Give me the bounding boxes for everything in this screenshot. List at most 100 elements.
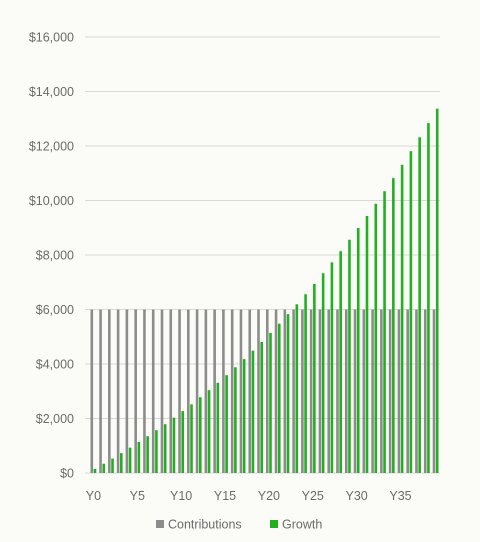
bar-contributions	[301, 309, 304, 473]
bar-growth	[225, 375, 228, 473]
bar-contributions	[380, 309, 383, 473]
bar-contributions	[151, 309, 155, 473]
legend-swatch	[270, 520, 278, 528]
bar-growth	[207, 390, 211, 473]
bar-growth	[260, 341, 264, 473]
bar-growth	[93, 468, 97, 473]
bar-contributions	[371, 309, 374, 473]
bar-contributions	[406, 309, 409, 473]
bar-contributions	[336, 309, 339, 473]
bar-growth	[427, 123, 430, 474]
bar-contributions	[169, 309, 173, 473]
bar-contributions	[397, 309, 401, 473]
y-tick-label: $0	[60, 467, 74, 481]
bar-contributions	[318, 309, 322, 473]
bar-growth	[137, 441, 141, 473]
y-tick-label: $12,000	[29, 140, 74, 154]
bar-growth	[251, 350, 255, 473]
bar-contributions	[230, 309, 234, 473]
y-tick-label: $16,000	[29, 31, 74, 45]
bar-growth	[111, 458, 114, 473]
bar-contributions	[143, 309, 146, 473]
bar-contributions	[362, 309, 366, 473]
bar-growth	[242, 359, 246, 473]
bar-growth	[400, 164, 404, 474]
bar-contributions	[204, 309, 208, 473]
y-tick-label: $14,000	[29, 85, 74, 99]
bars	[90, 108, 439, 474]
bar-growth	[120, 453, 123, 473]
legend-item: Contributions	[156, 518, 242, 532]
bar-contributions	[222, 309, 225, 473]
bar-contributions	[432, 309, 436, 473]
x-tick-label: Y35	[389, 489, 411, 503]
x-tick-label: Y0	[86, 489, 101, 503]
x-tick-label: Y15	[214, 489, 236, 503]
bar-contributions	[257, 309, 260, 473]
bar-growth	[146, 436, 149, 473]
bar-growth	[339, 251, 342, 473]
y-axis-tick-labels: $0 $2,000 $4,000 $6,000 $8,000 $10,000 $12,000…	[29, 31, 74, 481]
bar-growth	[313, 283, 316, 473]
bar-growth	[172, 417, 176, 473]
y-tick-label: $4,000	[36, 358, 74, 372]
bar-growth	[277, 323, 281, 473]
x-tick-label: Y20	[258, 489, 280, 503]
bar-growth	[198, 397, 202, 473]
bar-contributions	[265, 309, 269, 473]
bar-growth	[348, 239, 351, 473]
legend-swatch	[156, 520, 164, 528]
legend-label: Contributions	[168, 518, 242, 532]
bar-growth	[392, 178, 395, 473]
bar-growth	[181, 411, 185, 473]
bar-contributions	[327, 309, 331, 473]
bar-growth	[435, 108, 439, 473]
bar-contributions	[248, 309, 252, 473]
bar-growth	[216, 382, 220, 473]
bar-growth	[102, 463, 106, 473]
bar-growth	[234, 367, 237, 473]
bar-growth	[128, 447, 132, 473]
bar-growth	[418, 137, 421, 473]
x-tick-label: Y5	[130, 489, 145, 503]
bar-growth	[286, 314, 290, 473]
bar-growth	[356, 228, 360, 473]
bar-growth	[383, 191, 386, 474]
bar-growth	[304, 294, 307, 473]
bar-contributions	[274, 309, 278, 473]
y-tick-label: $8,000	[36, 249, 74, 263]
bar-contributions	[309, 309, 313, 473]
bar-growth	[321, 273, 325, 473]
bar-growth	[190, 404, 193, 473]
bar-contributions	[187, 309, 190, 473]
x-tick-label: Y10	[170, 489, 192, 503]
bar-growth	[155, 430, 158, 473]
y-tick-label: $10,000	[29, 194, 74, 208]
bar-contributions	[213, 309, 216, 473]
bar-contributions	[344, 309, 348, 473]
legend: Contributions Growth	[156, 518, 322, 532]
x-tick-label: Y30	[346, 489, 368, 503]
legend-label: Growth	[282, 518, 322, 532]
bar-contributions	[423, 309, 427, 473]
bar-growth	[269, 332, 272, 473]
bar-growth	[374, 203, 378, 473]
bar-contributions	[239, 309, 243, 473]
y-tick-label: $2,000	[36, 412, 74, 426]
x-axis-tick-labels: Y0 Y5 Y10 Y15 Y20 Y25 Y30 Y35	[86, 489, 412, 503]
legend-item: Growth	[270, 518, 322, 532]
bar-contributions	[108, 309, 111, 473]
x-tick-label: Y25	[302, 489, 324, 503]
bar-growth	[295, 304, 299, 473]
bar-contributions	[160, 309, 164, 473]
bar-contributions	[415, 309, 418, 473]
bar-contributions	[116, 309, 120, 473]
bar-growth	[409, 151, 413, 474]
bar-contributions	[178, 309, 181, 473]
bar-contributions	[134, 309, 137, 473]
bar-contributions	[90, 309, 94, 473]
bar-growth	[330, 262, 334, 473]
bar-contributions	[353, 309, 357, 473]
